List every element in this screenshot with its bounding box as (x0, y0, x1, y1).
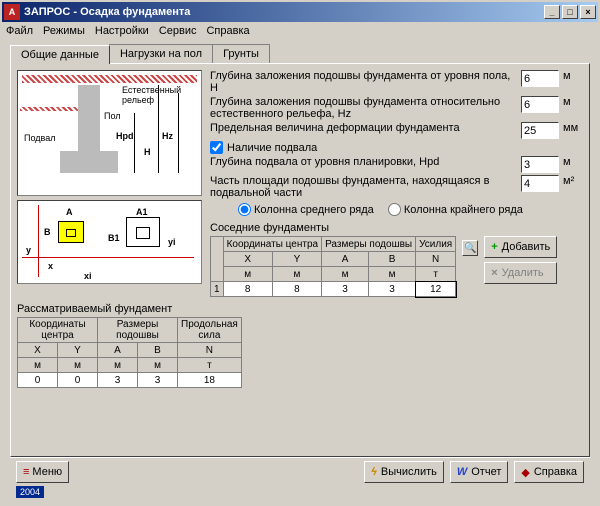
table-row[interactable]: 1 8 8 3 3 12 (211, 282, 456, 297)
input-def[interactable] (521, 122, 559, 139)
diagram-plan-view: A B A1 B1 x xi yi y (17, 200, 202, 284)
book-icon: ◆ (521, 466, 529, 479)
word-icon: W (457, 466, 467, 478)
unit-def: мм (563, 122, 583, 134)
unit-Hpd: м (563, 156, 583, 168)
menu-settings[interactable]: Настройки (95, 25, 149, 37)
preview-button[interactable]: 🔍 (462, 240, 478, 256)
year-badge: 2004 (16, 486, 44, 498)
minimize-button[interactable]: _ (544, 5, 560, 19)
report-button[interactable]: W Отчет (450, 461, 509, 483)
calculate-button[interactable]: ϟ Вычислить (364, 461, 444, 483)
label-def: Предельная величина деформации фундамент… (210, 122, 517, 134)
neighbors-table[interactable]: Координаты центра Размеры подошвы Усилия… (210, 236, 456, 297)
input-H[interactable] (521, 70, 559, 87)
radio-edge[interactable]: Колонна крайнего ряда (388, 203, 523, 216)
tab-general[interactable]: Общие данные (10, 45, 110, 64)
menu-button[interactable]: ≡ Меню (16, 461, 69, 483)
tabs: Общие данные Нагрузки на пол Грунты (10, 44, 590, 63)
checkbox-basement[interactable] (210, 141, 223, 154)
label-H: Глубина заложения подошвы фундамента от … (210, 70, 517, 94)
unit-Hz: м (563, 96, 583, 108)
titlebar: A ЗАПРОС - Осадка фундамента _ □ × (2, 2, 598, 22)
unit-area: м² (563, 175, 583, 187)
menu-icon: ≡ (23, 466, 28, 478)
window-title: ЗАПРОС - Осадка фундамента (24, 6, 544, 18)
tab-soils[interactable]: Грунты (212, 44, 270, 63)
close-button[interactable]: × (580, 5, 596, 19)
delete-button[interactable]: ×Удалить (484, 262, 557, 284)
neighbors-title: Соседние фундаменты (210, 222, 583, 234)
considered-title: Рассматриваемый фундамент (17, 303, 242, 315)
considered-table[interactable]: Координаты центра Размеры подошвы Продол… (17, 317, 242, 388)
menu-file[interactable]: Файл (6, 25, 33, 37)
menu-service[interactable]: Сервис (159, 25, 197, 37)
menu-help[interactable]: Справка (206, 25, 249, 37)
bolt-icon: ϟ (371, 466, 377, 478)
menu-modes[interactable]: Режимы (43, 25, 85, 37)
label-area: Часть площади подошвы фундамента, находя… (210, 175, 517, 199)
menubar: Файл Режимы Настройки Сервис Справка (2, 22, 598, 40)
input-Hpd[interactable] (521, 156, 559, 173)
label-Hz: Глубина заложения подошвы фундамента отн… (210, 96, 517, 120)
input-area[interactable] (521, 175, 559, 192)
unit-H: м (563, 70, 583, 82)
tab-loads[interactable]: Нагрузки на пол (109, 44, 213, 63)
maximize-button[interactable]: □ (562, 5, 578, 19)
radio-mid[interactable]: Колонна среднего ряда (238, 203, 374, 216)
add-button[interactable]: +Добавить (484, 236, 557, 258)
input-Hz[interactable] (521, 96, 559, 113)
table-row[interactable]: 0 0 3 3 18 (18, 373, 242, 388)
app-icon: A (4, 4, 20, 20)
label-basement-checkbox: Наличие подвала (227, 142, 317, 154)
label-Hpd: Глубина подвала от уровня планировки, Hp… (210, 156, 517, 168)
help-button[interactable]: ◆ Справка (514, 461, 584, 483)
diagram-foundation-section: Естественный рельеф Пол Подвал Hpd Hz H (17, 70, 202, 196)
